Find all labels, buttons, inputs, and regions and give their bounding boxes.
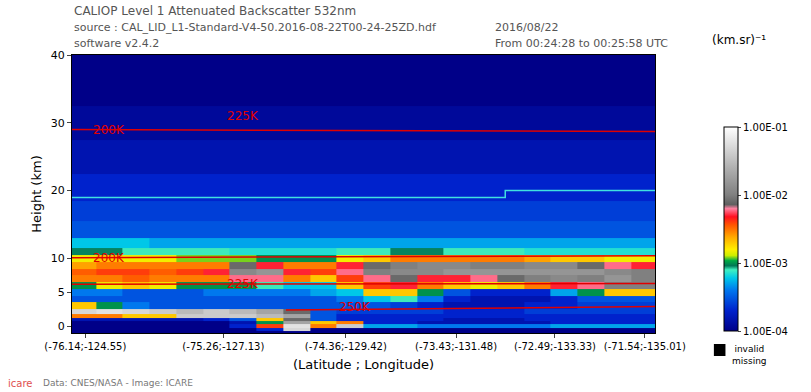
svg-text:(Latitude ; Longitude): (Latitude ; Longitude) — [293, 357, 434, 372]
svg-text:invalidmissing: invalidmissing — [732, 344, 767, 366]
svg-text:From 00:24:28 to 00:25:58 UTC: From 00:24:28 to 00:25:58 UTC — [495, 37, 668, 50]
svg-text:10: 10 — [51, 252, 65, 265]
svg-text:software v2.4.2: software v2.4.2 — [74, 37, 159, 50]
svg-text:(-75.26;-127.13): (-75.26;-127.13) — [182, 341, 264, 352]
svg-text:250K: 250K — [339, 300, 371, 314]
svg-text:(-76.14;-124.55): (-76.14;-124.55) — [44, 341, 126, 352]
svg-text:225K: 225K — [227, 109, 259, 123]
svg-text:Data: CNES/NASA - Image: ICARE: Data: CNES/NASA - Image: ICARE — [43, 378, 193, 388]
svg-text:2016/08/22: 2016/08/22 — [495, 21, 558, 34]
svg-text:source : CAL_LID_L1-Standard-V: source : CAL_LID_L1-Standard-V4-50.2016-… — [74, 21, 437, 34]
svg-text:30: 30 — [51, 117, 65, 130]
svg-text:(-73.43;-131.48): (-73.43;-131.48) — [415, 341, 497, 352]
svg-text:5: 5 — [58, 286, 65, 299]
svg-text:225K: 225K — [227, 277, 259, 291]
svg-text:Height (km): Height (km) — [29, 155, 44, 232]
svg-text:1.00E-04: 1.00E-04 — [743, 326, 788, 337]
svg-text:1.00E-03: 1.00E-03 — [743, 258, 788, 269]
svg-text:200K: 200K — [93, 251, 125, 265]
svg-text:200K: 200K — [93, 123, 125, 137]
svg-text:(km.sr)⁻¹: (km.sr)⁻¹ — [712, 33, 766, 47]
svg-text:20: 20 — [51, 184, 65, 197]
svg-text:(-71.54;-135.01): (-71.54;-135.01) — [604, 341, 686, 352]
svg-text:1.00E-01: 1.00E-01 — [743, 122, 788, 133]
svg-text:icare: icare — [8, 378, 32, 389]
svg-text:1.00E-02: 1.00E-02 — [743, 190, 788, 201]
svg-text:CALIOP Level 1 Attenuated Back: CALIOP Level 1 Attenuated Backscatter 53… — [74, 4, 356, 18]
svg-text:(-74.36;-129.42): (-74.36;-129.42) — [305, 341, 387, 352]
svg-text:0: 0 — [58, 320, 65, 333]
svg-text:40: 40 — [51, 49, 65, 62]
svg-text:(-72.49;-133.33): (-72.49;-133.33) — [514, 341, 596, 352]
